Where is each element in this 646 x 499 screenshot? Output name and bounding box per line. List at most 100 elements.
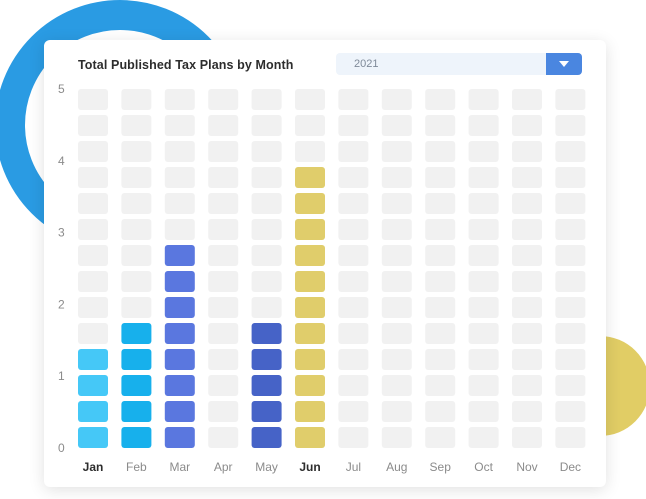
y-tick-label: 5 <box>58 82 65 96</box>
x-tick-label-apr: Apr <box>214 460 233 474</box>
bar-cell-empty <box>381 141 412 162</box>
x-tick-label-mar: Mar <box>169 460 190 474</box>
bar-cell-filled <box>121 427 152 448</box>
bar-cell-empty <box>78 193 108 214</box>
bar-cell-empty <box>381 349 412 370</box>
bar-cell-empty <box>251 297 282 318</box>
bar-cell-filled <box>295 375 325 396</box>
bar-cell-empty <box>512 349 542 370</box>
bar-mar <box>164 89 195 448</box>
year-select-dropdown-button[interactable] <box>546 53 582 75</box>
y-tick-label: 4 <box>58 154 65 168</box>
bar-cell-empty <box>251 271 282 292</box>
bar-cell-empty <box>338 219 369 240</box>
bar-cell-filled <box>164 297 195 318</box>
bar-cell-filled <box>121 401 152 422</box>
bar-cell-empty <box>468 297 499 318</box>
bar-cell-empty <box>555 401 586 422</box>
bar-cell-empty <box>555 89 586 110</box>
bar-cell-empty <box>208 245 239 266</box>
bar-cell-filled <box>251 401 282 422</box>
bar-cell-empty <box>338 375 369 396</box>
x-tick-label-oct: Oct <box>474 460 493 474</box>
bar-cell-empty <box>251 167 282 188</box>
x-tick-label-aug: Aug <box>386 460 407 474</box>
bar-cell-filled <box>295 297 325 318</box>
bar-cell-filled <box>164 245 195 266</box>
bar-cell-empty <box>425 219 456 240</box>
bar-cell-empty <box>425 297 456 318</box>
bar-cell-empty <box>78 141 108 162</box>
year-select[interactable]: 2021 <box>336 53 582 75</box>
bar-cell-empty <box>425 115 456 136</box>
bar-cell-empty <box>208 375 239 396</box>
bar-cell-empty <box>468 375 499 396</box>
bar-cell-filled <box>295 219 325 240</box>
bar-cell-filled <box>251 323 282 344</box>
bar-cell-empty <box>381 401 412 422</box>
chart-title: Total Published Tax Plans by Month <box>78 58 294 72</box>
bar-cell-empty <box>512 297 542 318</box>
bar-cell-filled <box>251 427 282 448</box>
bar-cell-empty <box>425 271 456 292</box>
y-tick-label: 2 <box>58 297 65 311</box>
bar-cell-empty <box>251 245 282 266</box>
bar-cell-empty <box>381 297 412 318</box>
bar-cell-empty <box>295 89 325 110</box>
bar-cell-filled <box>121 323 152 344</box>
bar-cell-empty <box>381 375 412 396</box>
bar-cell-empty <box>164 89 195 110</box>
bar-cell-filled <box>295 193 325 214</box>
bar-cell-empty <box>468 219 499 240</box>
x-tick-label-jun: Jun <box>299 460 320 474</box>
bar-cell-empty <box>468 167 499 188</box>
bar-cell-empty <box>251 219 282 240</box>
x-tick-label-jul: Jul <box>346 460 361 474</box>
bar-cell-filled <box>78 401 108 422</box>
bar-cell-empty <box>164 141 195 162</box>
bar-cell-empty <box>295 141 325 162</box>
bar-cell-empty <box>512 115 542 136</box>
bar-cell-empty <box>381 167 412 188</box>
bar-cell-empty <box>295 115 325 136</box>
bar-chart: 0 1 2 3 4 5 Jan Feb Mar Apr May Jun Jul Aug Sep Oct Nov D… <box>58 82 586 474</box>
bar-cell-filled <box>164 271 195 292</box>
bar-cell-empty <box>468 193 499 214</box>
y-tick-label: 3 <box>58 226 65 240</box>
bar-cell-empty <box>251 115 282 136</box>
bar-cell-empty <box>78 115 108 136</box>
bar-cell-empty <box>381 89 412 110</box>
bar-cell-empty <box>121 115 152 136</box>
bar-cell-empty <box>121 219 152 240</box>
year-select-value: 2021 <box>354 58 379 70</box>
bar-cell-empty <box>208 193 239 214</box>
bar-cell-empty <box>251 141 282 162</box>
bar-cell-empty <box>251 193 282 214</box>
bar-cell-empty <box>208 427 239 448</box>
bar-cell-empty <box>208 297 239 318</box>
bar-sep <box>425 89 456 448</box>
bar-cell-empty <box>164 167 195 188</box>
bar-cell-empty <box>121 193 152 214</box>
bar-cell-filled <box>164 323 195 344</box>
chevron-down-icon <box>559 61 569 67</box>
x-tick-label-feb: Feb <box>126 460 147 474</box>
bar-may <box>251 89 282 448</box>
bar-cell-empty <box>381 115 412 136</box>
bar-cell-filled <box>295 245 325 266</box>
bar-cell-empty <box>468 115 499 136</box>
bar-cell-empty <box>555 349 586 370</box>
bar-cell-empty <box>164 193 195 214</box>
bar-cell-empty <box>425 89 456 110</box>
bar-cell-filled <box>295 427 325 448</box>
bar-cell-empty <box>208 167 239 188</box>
bar-cell-empty <box>512 427 542 448</box>
bar-cell-empty <box>555 323 586 344</box>
bar-cell-empty <box>555 167 586 188</box>
bar-cell-empty <box>338 193 369 214</box>
bar-cell-empty <box>468 141 499 162</box>
bar-cell-empty <box>338 297 369 318</box>
bar-cell-empty <box>78 245 108 266</box>
bar-cell-empty <box>555 245 586 266</box>
bar-cell-empty <box>121 141 152 162</box>
